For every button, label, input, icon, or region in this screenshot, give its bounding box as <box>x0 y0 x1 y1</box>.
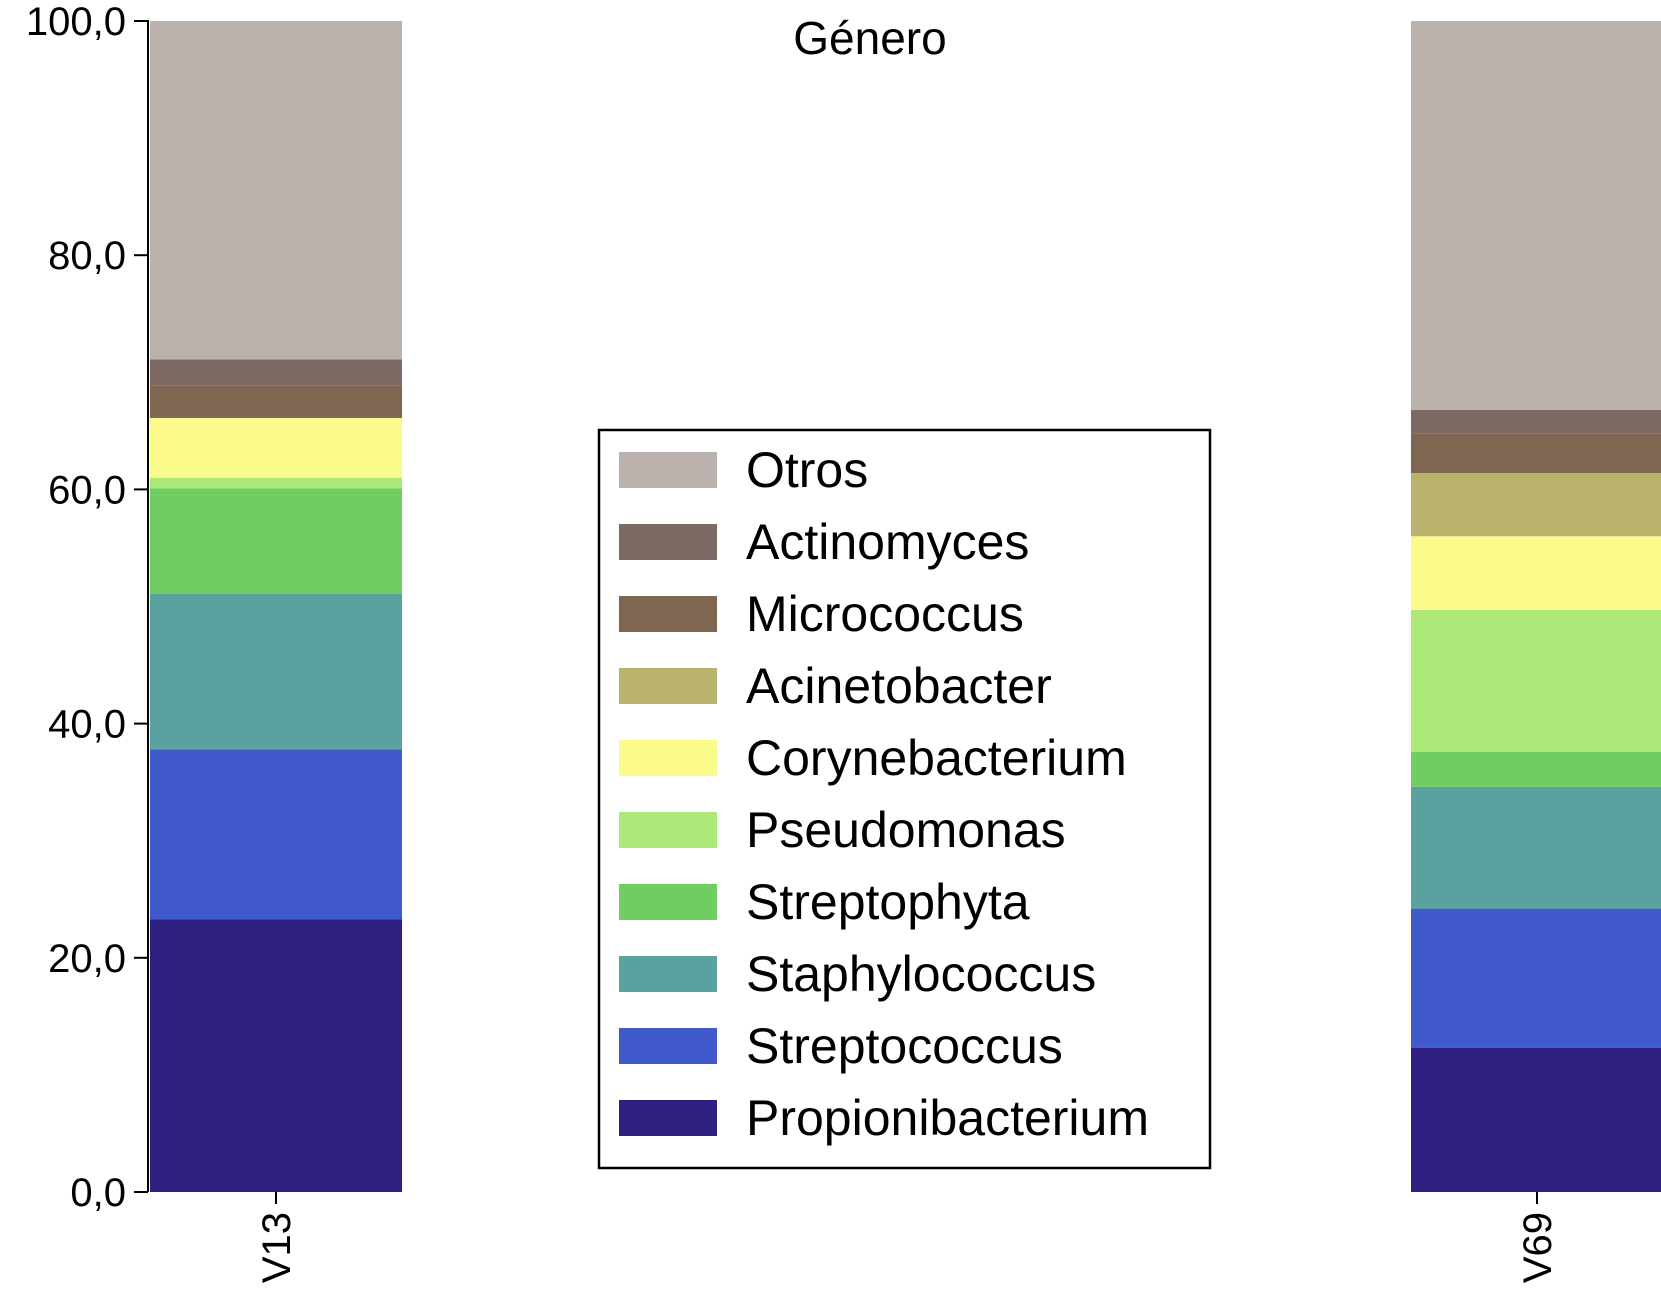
y-axis-ticks: 0,0 20,0 40,0 60,0 80,0 100,0 <box>26 0 148 1215</box>
bar-segment-v69-acinetobacter <box>1411 473 1661 537</box>
y-tick-label: 100,0 <box>26 0 126 44</box>
bar-segment-v13-otros <box>150 21 402 360</box>
legend-swatch-actinomyces <box>619 524 717 560</box>
x-tick-label: V13 <box>255 1212 299 1283</box>
legend-swatch-otros <box>619 452 717 488</box>
bar-segment-v69-propionibacterium <box>1411 1047 1661 1192</box>
legend-swatch-streptococcus <box>619 1028 717 1064</box>
legend-label-micrococcus: Micrococcus <box>746 586 1024 642</box>
bar-segment-v69-otros <box>1411 21 1661 410</box>
legend-label-streptophyta: Streptophyta <box>746 874 1030 930</box>
legend-label-actinomyces: Actinomyces <box>746 514 1029 570</box>
legend-swatch-propionibacterium <box>619 1100 717 1136</box>
legend: Otros Actinomyces Micrococcus Acinetobacter… <box>597 428 1212 1170</box>
legend-swatch-pseudomonas <box>619 812 717 848</box>
legend-label-acinetobacter: Acinetobacter <box>746 658 1052 714</box>
y-tick-label: 20,0 <box>48 937 126 981</box>
bar-segment-v13-propionibacterium <box>150 919 402 1192</box>
y-tick-label: 40,0 <box>48 703 126 747</box>
bar-segment-v13-corynebacterium <box>150 417 402 478</box>
x-axis-ticks: V13 V69 <box>255 1192 1560 1283</box>
legend-swatch-micrococcus <box>619 596 717 632</box>
chart-title: Género <box>793 12 946 64</box>
legend-label-propionibacterium: Propionibacterium <box>746 1090 1149 1146</box>
legend-items: Otros Actinomyces Micrococcus Acinetobacter… <box>619 442 1149 1146</box>
bar-segment-v13-pseudomonas <box>150 477 402 489</box>
legend-label-corynebacterium: Corynebacterium <box>746 730 1127 786</box>
bar-segment-v13-streptococcus <box>150 749 402 920</box>
legend-swatch-acinetobacter <box>619 668 717 704</box>
legend-swatch-staphylococcus <box>619 956 717 992</box>
y-tick-label: 80,0 <box>48 234 126 278</box>
bar-segment-v69-actinomyces <box>1411 409 1661 434</box>
bar-segment-v69-staphylococcus <box>1411 786 1661 909</box>
y-tick-label: 0,0 <box>70 1171 126 1215</box>
bar-segment-v69-streptococcus <box>1411 908 1661 1048</box>
bar-segment-v13-streptophyta <box>150 488 402 594</box>
bar-segment-v13-actinomyces <box>150 359 402 386</box>
legend-label-streptococcus: Streptococcus <box>746 1018 1063 1074</box>
x-tick-label: V69 <box>1516 1212 1560 1283</box>
legend-label-staphylococcus: Staphylococcus <box>746 946 1096 1002</box>
bar-segment-v69-micrococcus <box>1411 433 1661 474</box>
legend-label-otros: Otros <box>746 442 868 498</box>
bar-segment-v69-pseudomonas <box>1411 610 1661 752</box>
legend-swatch-corynebacterium <box>619 740 717 776</box>
y-tick-label: 60,0 <box>48 468 126 512</box>
bar-segment-v13-staphylococcus <box>150 593 402 750</box>
bar-segment-v13-micrococcus <box>150 385 402 418</box>
bar-segment-v69-streptophyta <box>1411 751 1661 787</box>
legend-swatch-streptophyta <box>619 884 717 920</box>
bar-group <box>150 21 1661 1192</box>
bar-segment-v69-corynebacterium <box>1411 536 1661 611</box>
legend-label-pseudomonas: Pseudomonas <box>746 802 1066 858</box>
